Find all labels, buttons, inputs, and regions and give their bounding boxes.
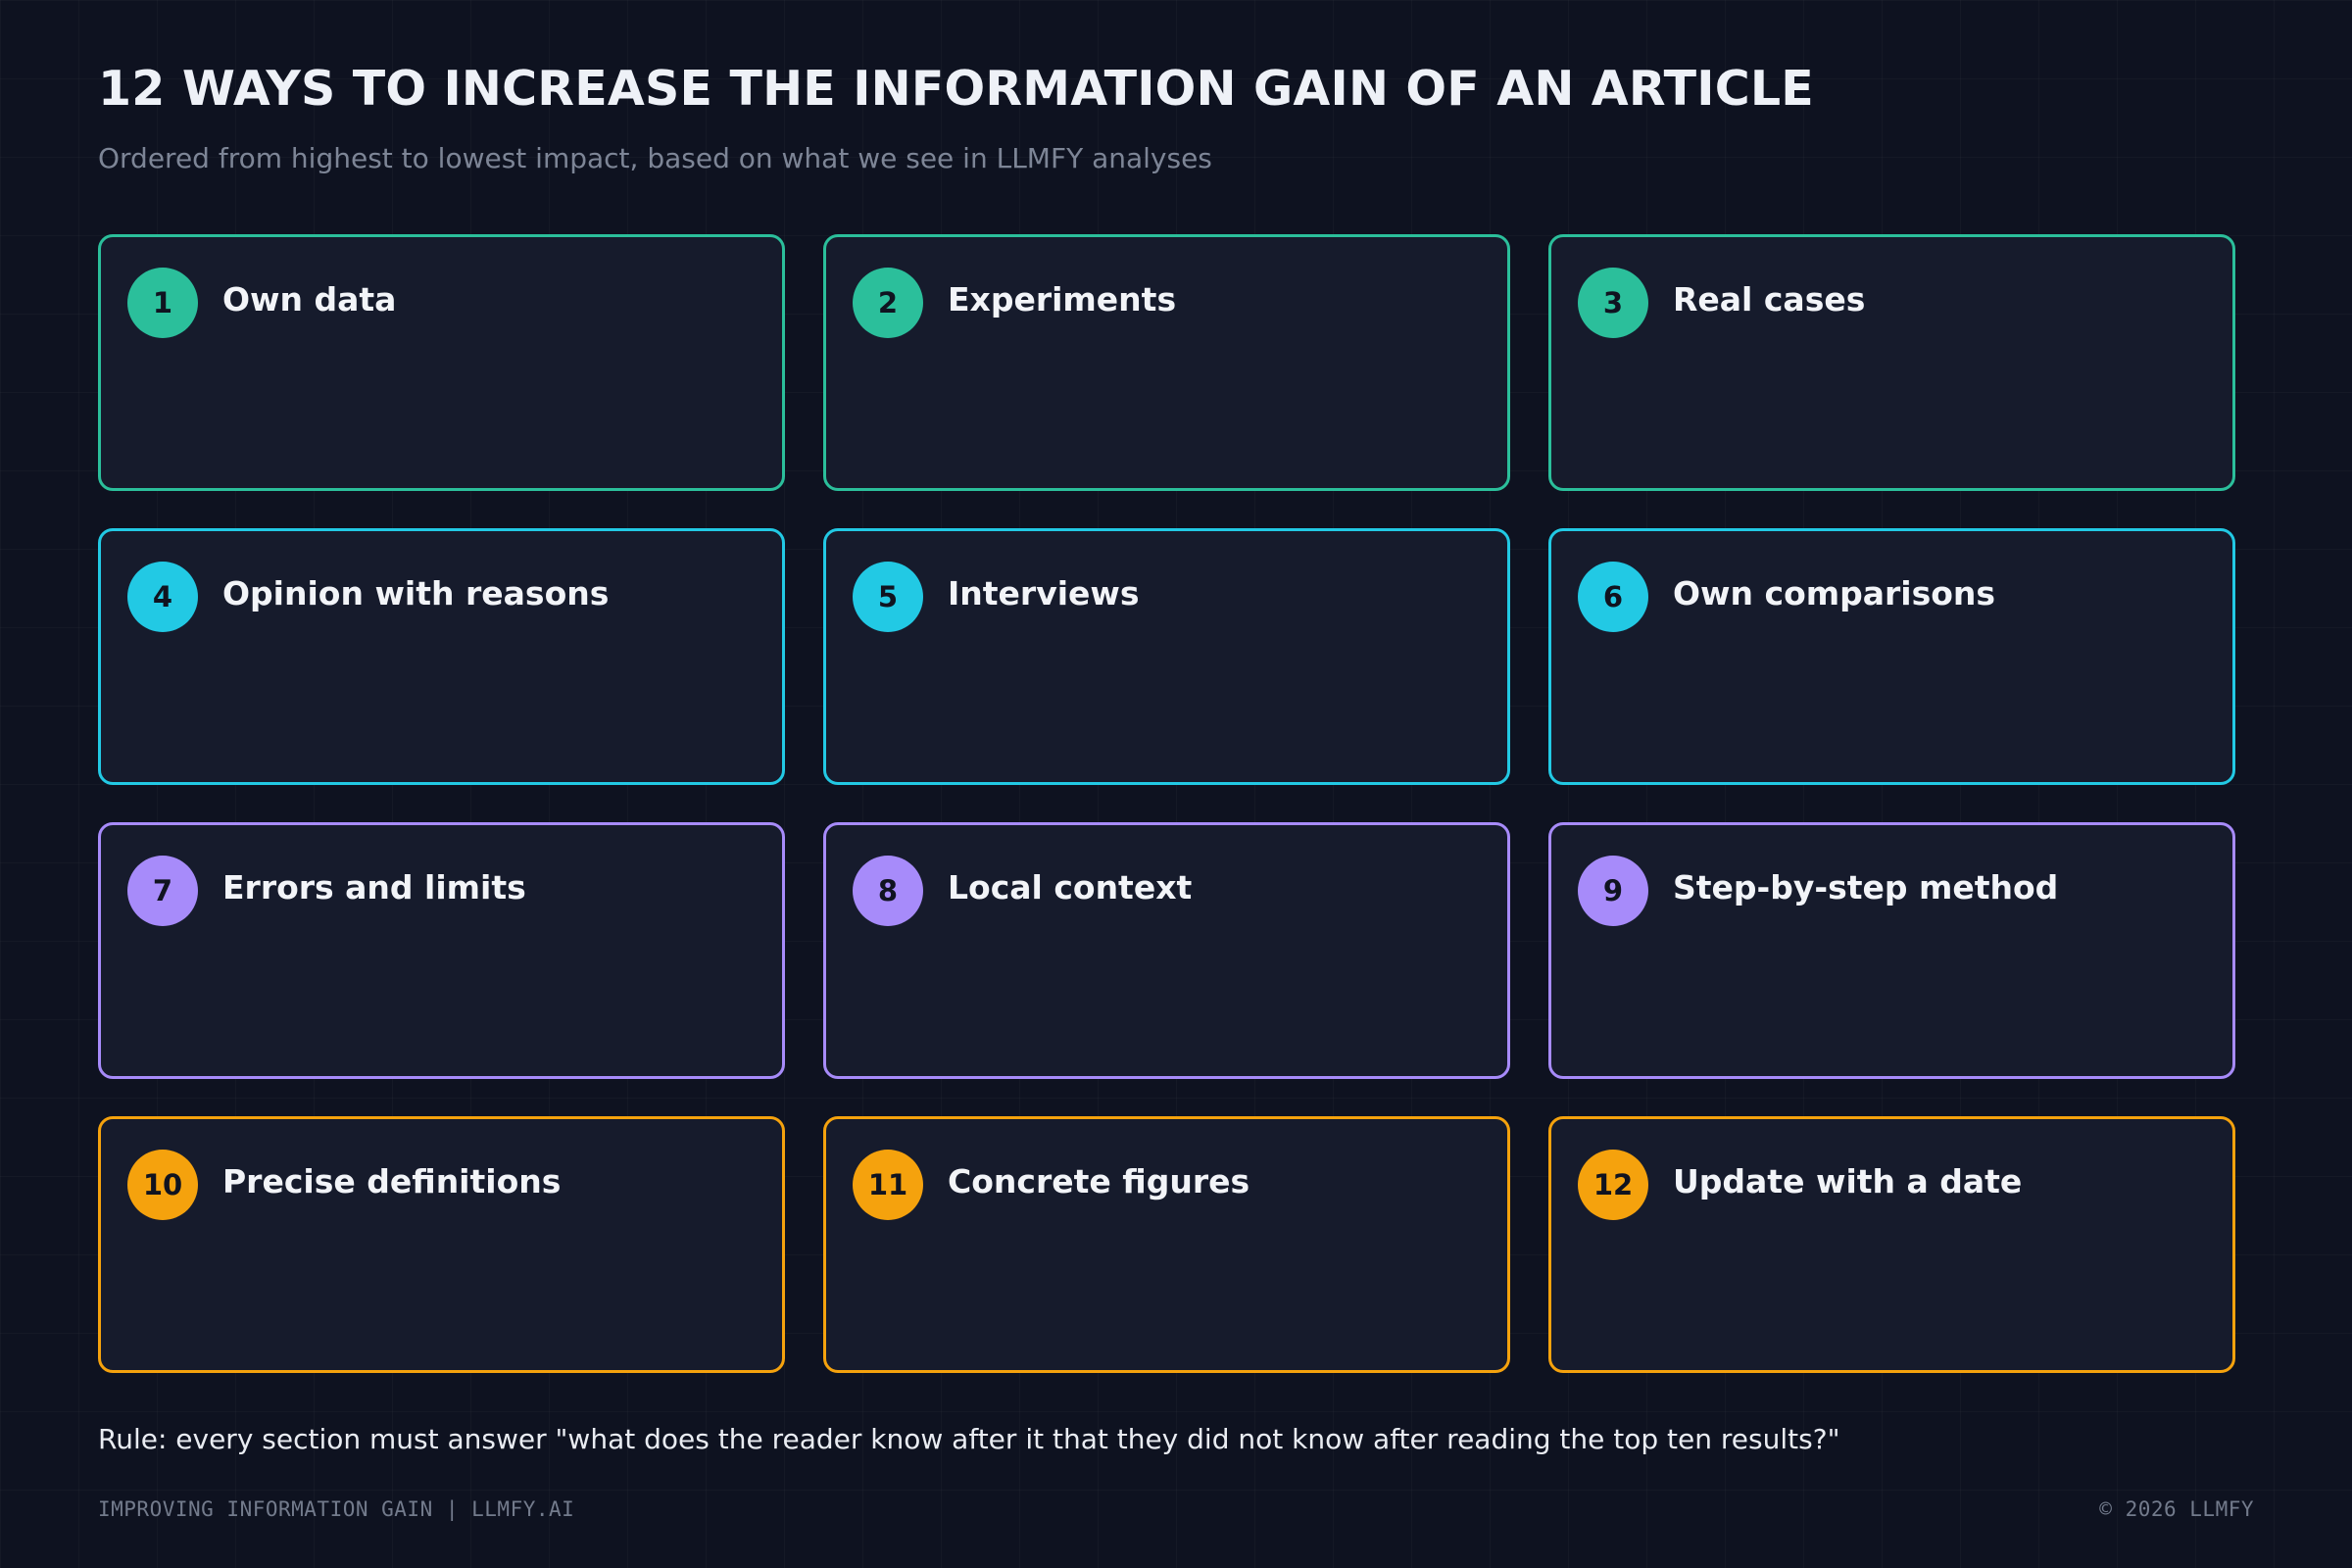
page-title: 12 WAYS TO INCREASE THE INFORMATION GAIN… xyxy=(98,61,1814,117)
card-title: Own data xyxy=(222,280,397,318)
rank-badge: 10 xyxy=(127,1150,198,1220)
ways-grid: 1 Own data 2 Experiments 3 Real cases 4 … xyxy=(98,234,2235,1373)
rank-badge: 7 xyxy=(127,856,198,926)
rank-badge: 9 xyxy=(1578,856,1648,926)
card-title: Concrete figures xyxy=(948,1162,1250,1200)
page-subtitle: Ordered from highest to lowest impact, b… xyxy=(98,142,1212,174)
card-real-cases: 3 Real cases xyxy=(1548,234,2235,491)
card-title: Errors and limits xyxy=(222,868,526,906)
card-title: Update with a date xyxy=(1673,1162,2023,1200)
card-title: Own comparisons xyxy=(1673,574,1996,612)
card-title: Opinion with reasons xyxy=(222,574,610,612)
card-opinion-with-reasons: 4 Opinion with reasons xyxy=(98,528,785,785)
card-title: Real cases xyxy=(1673,280,1866,318)
rank-badge: 12 xyxy=(1578,1150,1648,1220)
rule-note: Rule: every section must answer "what do… xyxy=(98,1423,1840,1455)
card-title: Local context xyxy=(948,868,1193,906)
card-own-data: 1 Own data xyxy=(98,234,785,491)
rank-badge: 11 xyxy=(853,1150,923,1220)
rank-badge: 2 xyxy=(853,268,923,338)
rank-badge: 1 xyxy=(127,268,198,338)
card-experiments: 2 Experiments xyxy=(823,234,1510,491)
rank-badge: 5 xyxy=(853,562,923,632)
card-title: Experiments xyxy=(948,280,1177,318)
card-title: Interviews xyxy=(948,574,1140,612)
rank-badge: 3 xyxy=(1578,268,1648,338)
card-concrete-figures: 11 Concrete figures xyxy=(823,1116,1510,1373)
footer-copyright: © 2026 LLMFY xyxy=(2099,1497,2254,1521)
card-title: Step-by-step method xyxy=(1673,868,2059,906)
card-errors-and-limits: 7 Errors and limits xyxy=(98,822,785,1079)
card-interviews: 5 Interviews xyxy=(823,528,1510,785)
card-precise-definitions: 10 Precise definitions xyxy=(98,1116,785,1373)
card-step-by-step-method: 9 Step-by-step method xyxy=(1548,822,2235,1079)
card-update-with-a-date: 12 Update with a date xyxy=(1548,1116,2235,1373)
rank-badge: 4 xyxy=(127,562,198,632)
card-local-context: 8 Local context xyxy=(823,822,1510,1079)
rank-badge: 8 xyxy=(853,856,923,926)
footer-credit: IMPROVING INFORMATION GAIN | LLMFY.AI xyxy=(98,1497,575,1521)
rank-badge: 6 xyxy=(1578,562,1648,632)
card-title: Precise definitions xyxy=(222,1162,562,1200)
card-own-comparisons: 6 Own comparisons xyxy=(1548,528,2235,785)
